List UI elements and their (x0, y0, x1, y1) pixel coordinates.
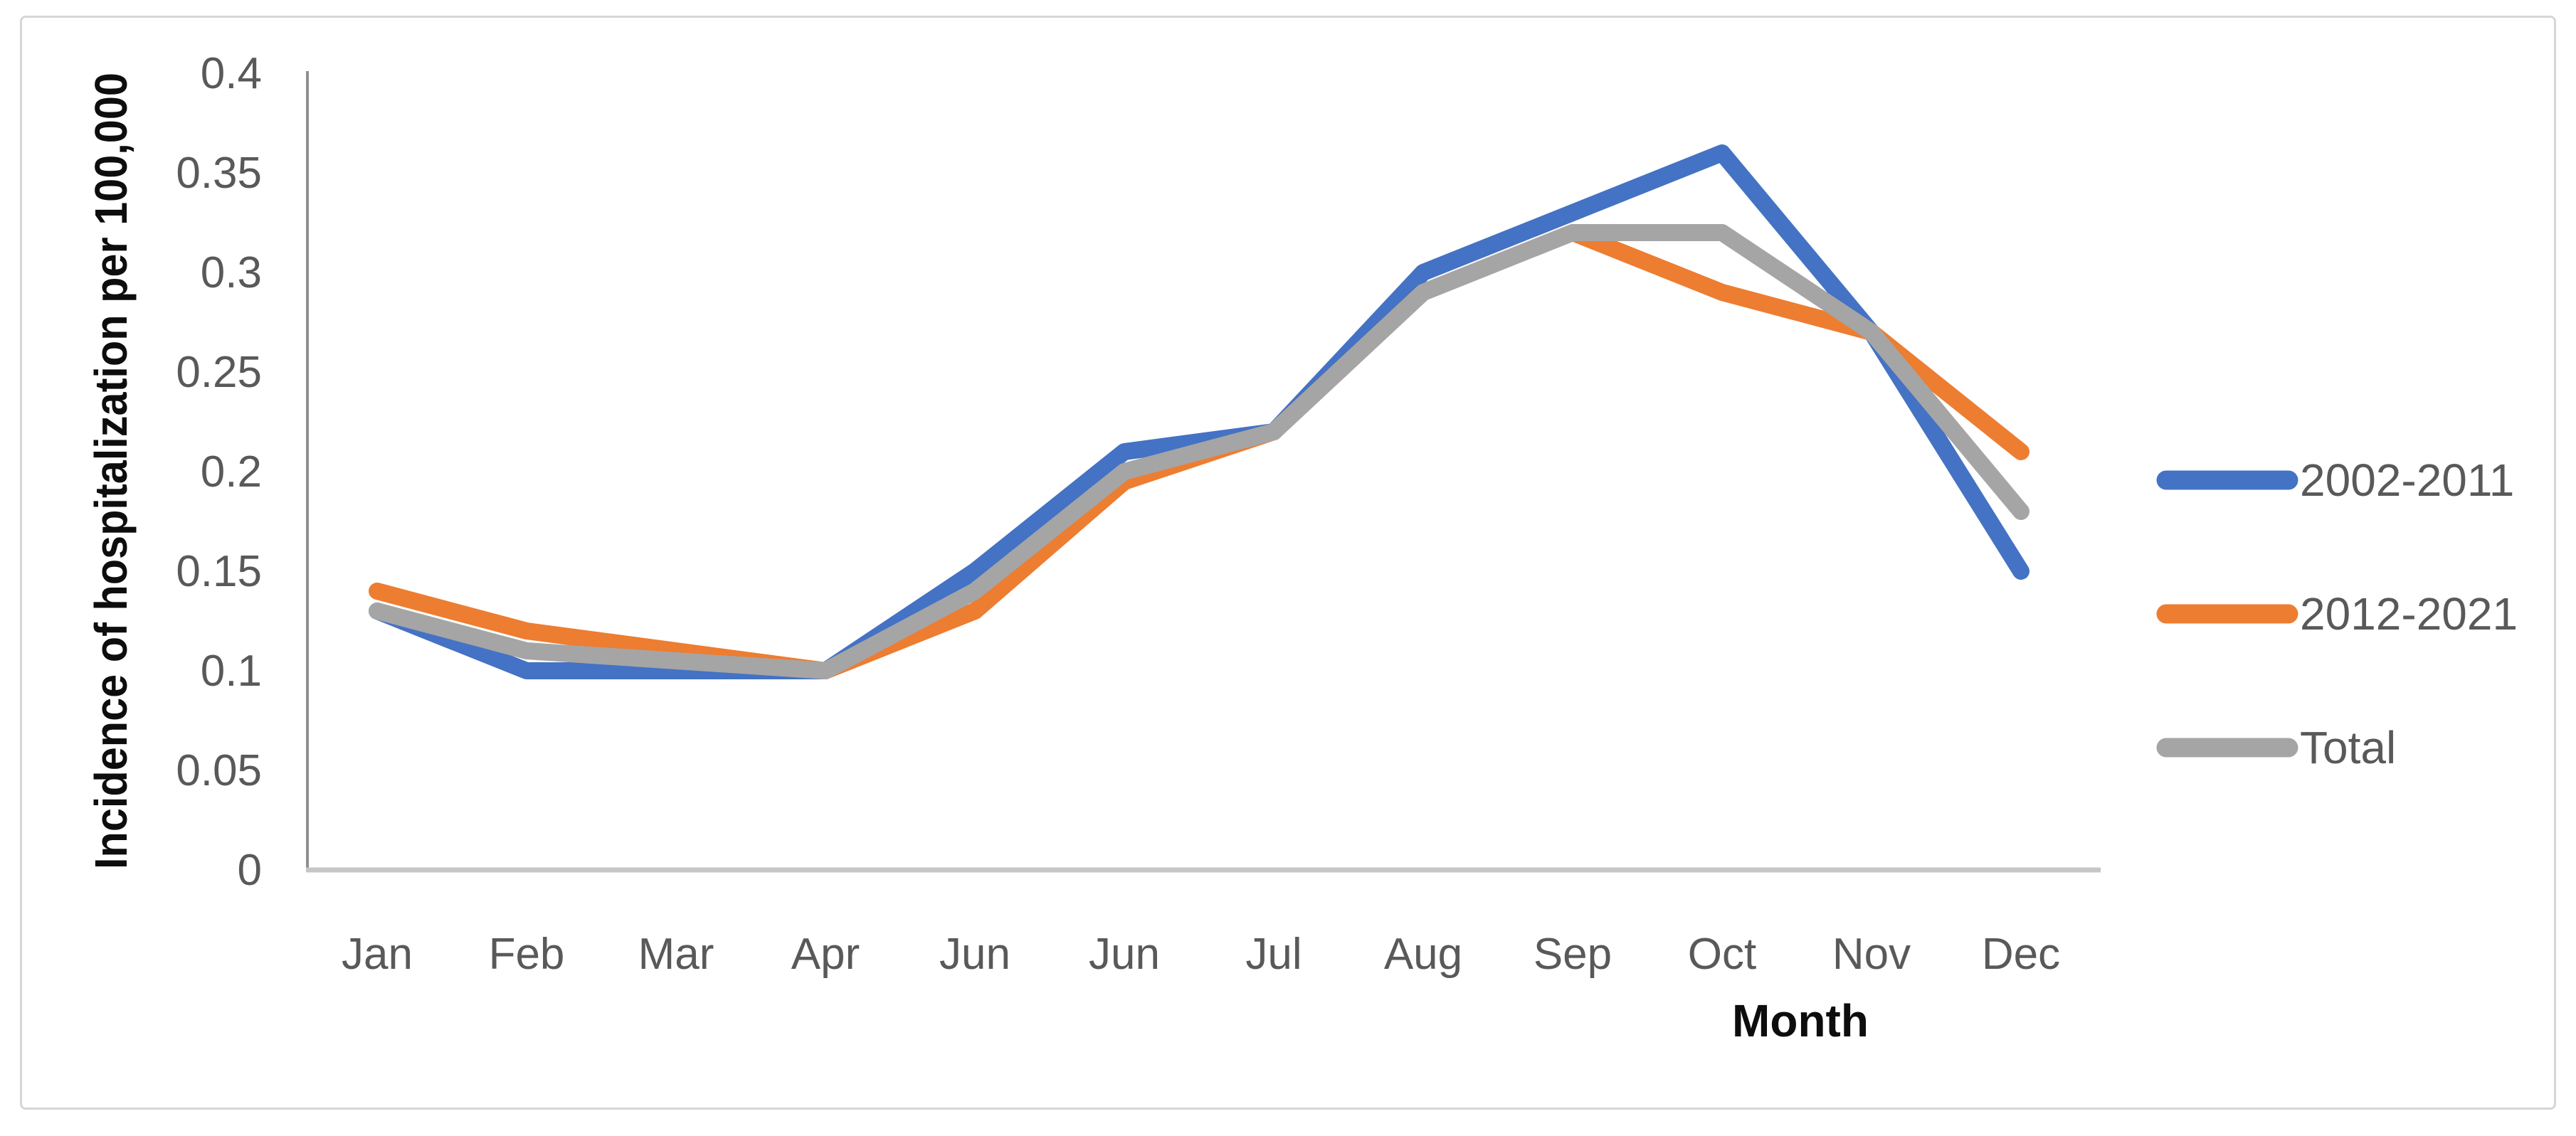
legend-label-2002-2011: 2002-2011 (2300, 455, 2514, 506)
y-tick-label: 0.15 (176, 547, 262, 596)
x-tick-label: Dec (1982, 930, 2060, 979)
x-tick-labels: Jan Feb Mar Apr Jun Jun Jul Aug Sep Oct Nov Dec (342, 930, 2060, 979)
y-tick-label: 0 (238, 846, 262, 895)
series-line-2002-2011 (369, 144, 2029, 679)
x-tick-label: Jun (1089, 930, 1160, 979)
x-tick-label: Aug (1384, 930, 1462, 979)
y-tick-label: 0.1 (201, 647, 262, 696)
y-tick-label: 0.3 (201, 248, 262, 297)
series-lines (369, 144, 2029, 679)
y-tick-label: 0.35 (176, 149, 262, 198)
x-tick-label: Oct (1688, 930, 1756, 979)
x-tick-label: Jan (342, 930, 413, 979)
y-tick-labels: 0 0.05 0.1 0.15 0.2 0.25 0.3 0.35 0.4 (176, 49, 262, 895)
x-tick-label: Apr (791, 930, 860, 979)
x-tick-label: Feb (489, 930, 565, 979)
legend-label-2012-2021: 2012-2021 (2300, 588, 2518, 639)
legend-label-total: Total (2300, 722, 2396, 773)
x-tick-label: Jul (1245, 930, 1302, 979)
x-tick-label: Jun (939, 930, 1010, 979)
y-tick-label: 0.05 (176, 746, 262, 795)
y-axis-title: Incidence of hospitalization per 100,000 (85, 73, 137, 869)
y-tick-label: 0.25 (176, 348, 262, 397)
figure-border (20, 16, 2556, 1110)
x-tick-label: Nov (1832, 930, 1911, 979)
x-tick-label: Sep (1534, 930, 1612, 979)
x-axis-title: Month (1732, 995, 1869, 1046)
y-tick-label: 0.4 (201, 49, 262, 98)
y-tick-label: 0.2 (201, 447, 262, 497)
x-tick-label: Mar (638, 930, 714, 979)
series-line-total (369, 224, 2029, 679)
legend: 2002-2011 2012-2021 Total (2156, 455, 2518, 773)
